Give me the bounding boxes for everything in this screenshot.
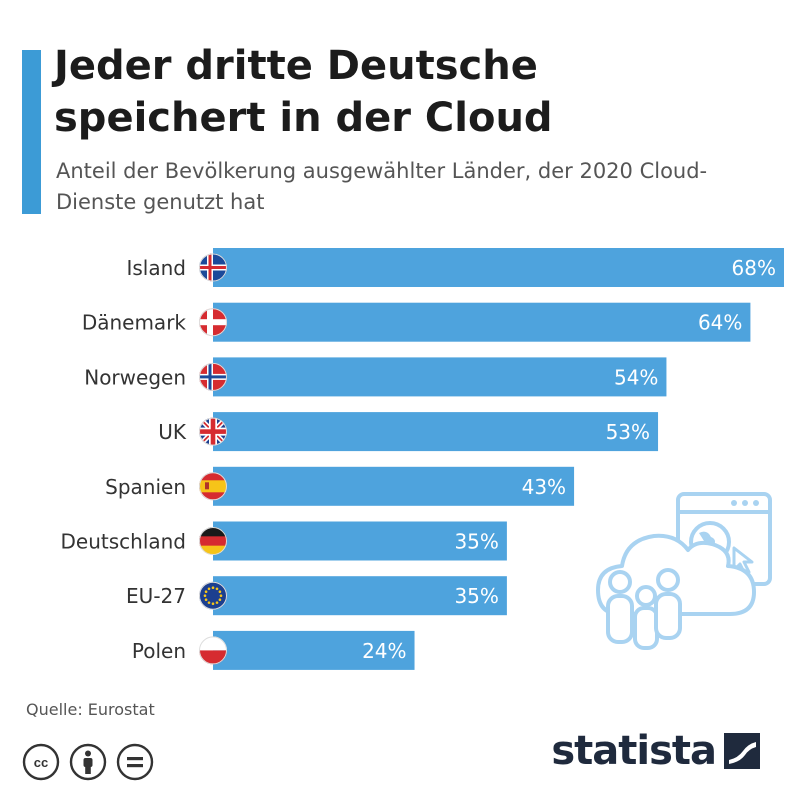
bar-row: Deutschland 35%: [61, 521, 507, 561]
spain-flag-icon: [199, 472, 227, 501]
source-note: Quelle: Eurostat: [26, 700, 155, 719]
bar-row: Spanien 43%: [105, 466, 575, 506]
title-accent-bar: [22, 50, 41, 214]
poland-flag-icon: [199, 636, 227, 665]
bar: [213, 630, 415, 670]
creative-commons-icon[interactable]: cc: [22, 743, 60, 781]
value-label: 24%: [362, 639, 406, 663]
bar-row: Island 68%: [126, 248, 784, 287]
chart-subtitle: Anteil der Bevölkerung ausgewählter Länd…: [56, 159, 708, 214]
bar-row: EU-27 35%: [126, 576, 507, 616]
value-label: 35%: [454, 584, 498, 608]
statista-wordmark: statista: [551, 728, 717, 774]
bar: [213, 248, 784, 287]
license-icons: cc: [22, 743, 154, 789]
statista-logo-icon: [724, 733, 760, 769]
category-label: Deutschland: [61, 530, 187, 554]
bar: [213, 357, 667, 397]
bar-row: Polen 24%: [132, 630, 415, 670]
eu-flag-icon: [199, 581, 227, 610]
value-label: 54%: [614, 365, 658, 389]
statista-brand[interactable]: statista: [551, 728, 760, 774]
bar-row: Dänemark 64%: [82, 302, 751, 342]
bar: [213, 521, 507, 561]
norway-flag-icon: [199, 362, 227, 391]
bar-chart: Island 68% Dänemark 64% Norwegen 54% UK 53% Span…: [61, 248, 784, 670]
value-label: 64%: [698, 311, 742, 335]
bar: [213, 466, 575, 506]
value-label: 68%: [732, 256, 776, 280]
denmark-flag-icon: [199, 308, 227, 337]
svg-text:cc: cc: [34, 755, 48, 770]
bar: [213, 576, 507, 616]
bar: [213, 302, 751, 342]
cloud-browser-people-illustration: [596, 492, 772, 650]
bar-row: UK 53%: [158, 412, 659, 452]
germany-flag-icon: [199, 527, 227, 555]
category-label: Spanien: [105, 475, 186, 499]
bar: [213, 412, 659, 452]
category-label: UK: [158, 420, 187, 444]
category-label: Norwegen: [84, 365, 186, 389]
bar-row: Norwegen 54%: [84, 357, 667, 397]
iceland-flag-icon: [199, 253, 227, 282]
value-label: 43%: [522, 475, 566, 499]
uk-flag-icon: [199, 417, 227, 446]
chart-title: Jeder dritte Deutsche speichert in der C…: [54, 43, 553, 141]
category-label: Island: [126, 256, 186, 280]
category-label: Dänemark: [82, 311, 187, 335]
attribution-icon[interactable]: [69, 743, 107, 781]
category-label: Polen: [132, 639, 186, 663]
category-label: EU-27: [126, 584, 186, 608]
no-derivatives-icon[interactable]: [116, 743, 154, 781]
value-label: 35%: [454, 530, 498, 554]
value-label: 53%: [606, 420, 650, 444]
